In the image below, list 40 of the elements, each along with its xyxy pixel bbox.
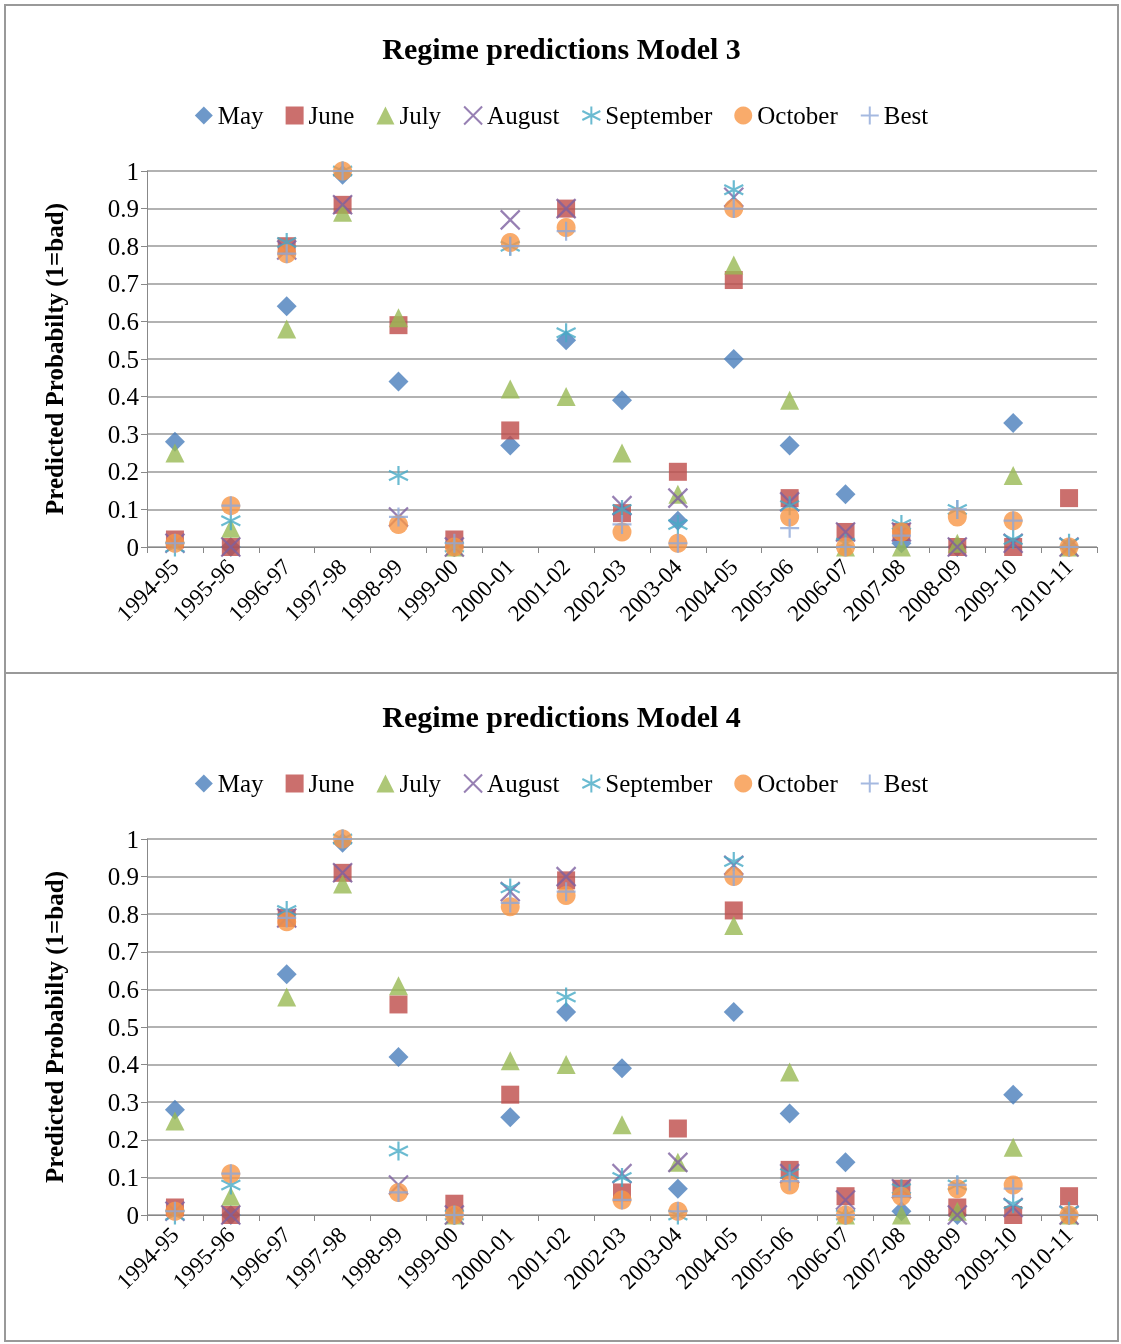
y-tick-label: 0.7 (107, 270, 139, 298)
chart-title: Regime predictions Model 4 (382, 699, 741, 733)
y-tick-label: 0.5 (107, 345, 139, 373)
legend-label: August (487, 102, 560, 129)
legend-label: May (217, 102, 265, 129)
legend-label: Best (883, 770, 929, 797)
y-tick-label: 0.2 (107, 458, 139, 486)
legend-label: October (757, 102, 839, 129)
legend-label: May (217, 770, 265, 797)
legend-label: September (605, 770, 713, 797)
legend-label: October (757, 770, 839, 797)
y-tick-label: 0.3 (107, 420, 139, 448)
y-tick-label: 0.7 (107, 938, 139, 966)
y-tick-label: 0.3 (107, 1088, 139, 1116)
legend-label: September (605, 102, 713, 129)
y-tick-label: 0.5 (107, 1013, 139, 1041)
y-tick-label: 0.9 (107, 195, 139, 223)
y-tick-label: 1 (126, 825, 139, 853)
y-tick-label: 0.6 (107, 307, 139, 335)
y-tick-label: 0.1 (107, 495, 139, 523)
chart-title: Regime predictions Model 3 (382, 31, 741, 65)
y-tick-label: 0 (126, 533, 139, 561)
y-tick-label: 1 (126, 157, 139, 185)
y-tick-label: 0.8 (107, 232, 139, 260)
y-tick-label: 0.8 (107, 900, 139, 928)
y-tick-label: 0 (126, 1201, 139, 1229)
legend-label: June (308, 770, 355, 797)
y-axis-title: Predicted Probabilty (1=bad) (41, 871, 69, 1183)
y-tick-label: 0.9 (107, 863, 139, 891)
y-tick-label: 0.4 (107, 1051, 140, 1079)
y-tick-label: 0.1 (107, 1163, 139, 1191)
legend-label: June (308, 102, 355, 129)
y-tick-label: 0.2 (107, 1126, 139, 1154)
y-axis-title: Predicted Probabilty (1=bad) (41, 203, 69, 515)
legend-label: August (487, 770, 560, 797)
legend-label: Best (883, 102, 929, 129)
y-tick-label: 0.6 (107, 975, 139, 1003)
legend-label: July (399, 770, 442, 797)
y-tick-label: 0.4 (107, 383, 140, 411)
legend-label: July (399, 102, 442, 129)
